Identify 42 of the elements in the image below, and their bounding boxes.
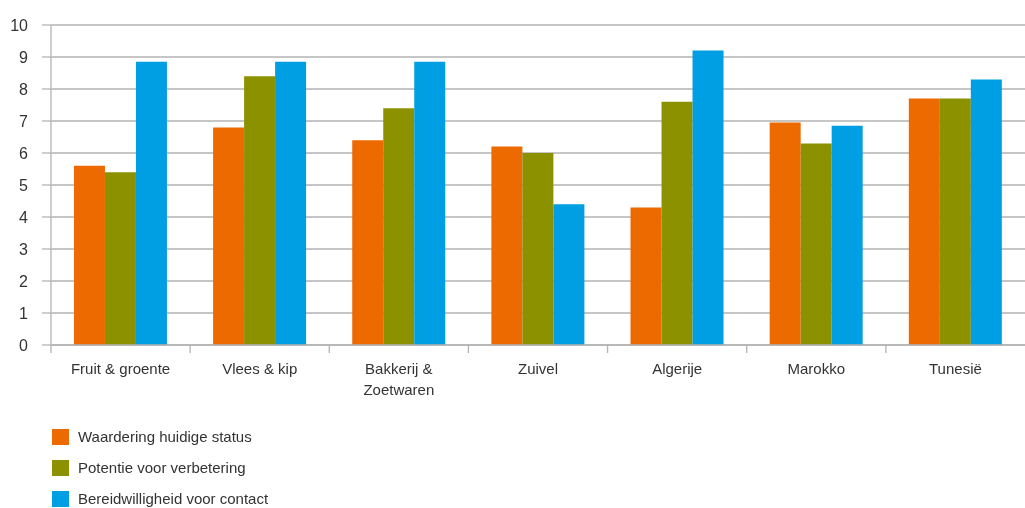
bar: [73, 165, 105, 345]
y-tick-label: 8: [19, 80, 29, 98]
bar: [692, 50, 724, 345]
bar: [831, 125, 863, 345]
bar: [352, 140, 384, 345]
bar: [275, 61, 307, 345]
y-tick-label: 4: [19, 208, 29, 226]
x-tick-label: Bakkerij & Zoetwaren: [363, 359, 435, 398]
y-tick-label: 6: [19, 144, 29, 162]
x-tick-label: Vlees & kip: [222, 359, 298, 377]
bar: [800, 143, 832, 345]
y-tick-label: 1: [19, 304, 29, 322]
legend-label: Potentie voor verbetering: [78, 459, 246, 476]
bar: [661, 101, 693, 345]
x-tick-label: Zuivel: [517, 359, 559, 377]
legend-label: Waardering huidige status: [78, 428, 252, 445]
bar: [553, 204, 585, 345]
y-tick-label: 7: [19, 112, 29, 130]
bar: [414, 61, 446, 345]
bar: [491, 146, 523, 345]
x-tick-label: Algerije: [652, 359, 703, 377]
y-tick-label: 9: [19, 48, 29, 66]
bar: [213, 127, 245, 345]
bar: [522, 153, 554, 345]
x-tick-label: Tunesië: [929, 359, 982, 377]
bar: [104, 172, 136, 345]
y-tick-label: 3: [19, 240, 29, 258]
y-tick-label: 5: [19, 176, 29, 194]
bar: [244, 76, 276, 345]
y-tick-label: 2: [19, 272, 29, 290]
y-tick-label: 10: [10, 16, 29, 34]
x-tick-label: Marokko: [787, 359, 846, 377]
x-tick-label: Fruit & groente: [70, 359, 171, 377]
bar: [939, 98, 971, 345]
y-tick-label: 0: [19, 336, 29, 354]
bar: [630, 207, 662, 345]
bar: [970, 79, 1002, 345]
bar: [769, 122, 801, 345]
legend-label: Bereidwilligheid voor contact: [78, 490, 269, 507]
bar: [135, 61, 167, 345]
bar: [908, 98, 940, 345]
bar: [383, 108, 415, 345]
